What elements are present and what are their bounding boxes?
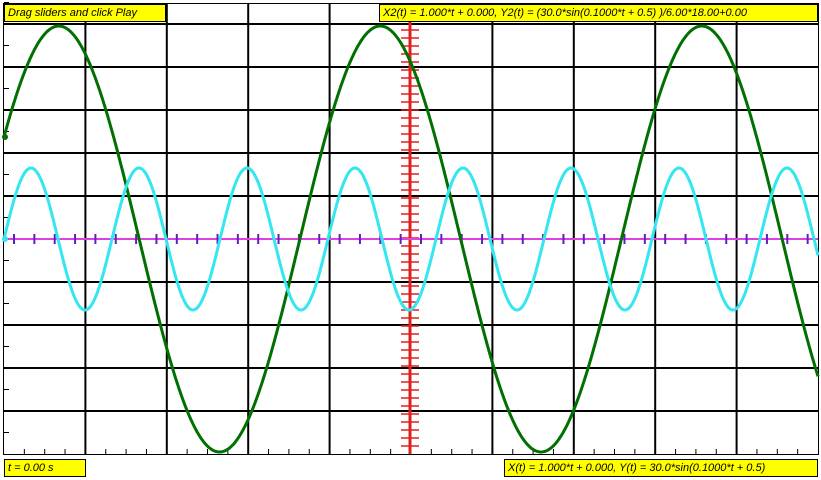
y2-formula-label: X2(t) = 1.000*t + 0.000, Y2(t) = (30.0*s… <box>379 4 818 22</box>
green-point[interactable] <box>2 134 8 140</box>
y-formula-label: X(t) = 1.000*t + 0.000, Y(t) = 30.0*sin(… <box>504 459 818 477</box>
green-curve <box>2 24 820 454</box>
time-label: t = 0.00 s <box>4 459 86 477</box>
cyan-curve <box>2 166 820 312</box>
instruction-label: Drag sliders and click Play <box>4 4 166 22</box>
cyan-point[interactable] <box>2 236 8 242</box>
